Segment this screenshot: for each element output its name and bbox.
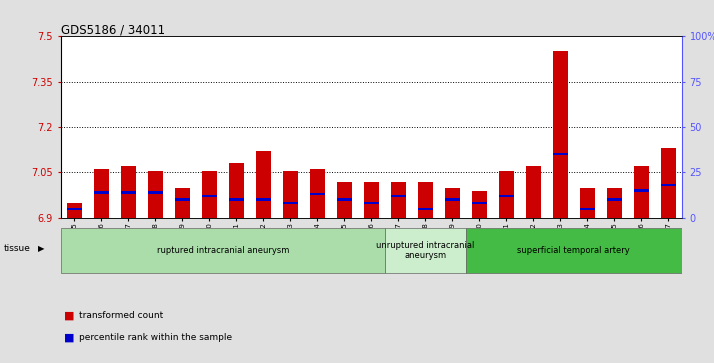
- Bar: [607, 199, 622, 201]
- Bar: [94, 191, 109, 193]
- Bar: [148, 171, 163, 218]
- Bar: [553, 52, 568, 218]
- Bar: [526, 166, 540, 218]
- Bar: [445, 188, 460, 218]
- Bar: [67, 208, 81, 210]
- Text: ■: ■: [64, 333, 75, 343]
- Bar: [283, 202, 298, 204]
- Bar: [607, 188, 622, 218]
- Bar: [661, 148, 675, 218]
- Bar: [466, 228, 682, 273]
- Text: ■: ■: [64, 311, 75, 321]
- Bar: [364, 202, 378, 204]
- Bar: [228, 199, 243, 201]
- Bar: [445, 199, 460, 201]
- Bar: [175, 199, 190, 201]
- Bar: [472, 191, 487, 218]
- Bar: [202, 195, 216, 197]
- Bar: [228, 163, 243, 218]
- Bar: [634, 189, 649, 192]
- Bar: [337, 182, 352, 218]
- Bar: [175, 188, 190, 218]
- Bar: [121, 191, 136, 193]
- Bar: [121, 166, 136, 218]
- Bar: [256, 199, 271, 201]
- Text: ruptured intracranial aneurysm: ruptured intracranial aneurysm: [156, 246, 289, 255]
- Bar: [256, 151, 271, 218]
- Bar: [580, 208, 595, 210]
- Bar: [94, 170, 109, 218]
- Bar: [310, 193, 325, 195]
- Bar: [364, 182, 378, 218]
- Bar: [472, 202, 487, 204]
- Bar: [148, 191, 163, 193]
- Bar: [391, 195, 406, 197]
- Bar: [61, 228, 385, 273]
- Bar: [385, 228, 466, 273]
- Bar: [418, 208, 433, 210]
- Bar: [310, 170, 325, 218]
- Text: unruptured intracranial
aneurysm: unruptured intracranial aneurysm: [376, 241, 475, 260]
- Text: tissue: tissue: [4, 244, 31, 253]
- Bar: [418, 182, 433, 218]
- Bar: [634, 166, 649, 218]
- Bar: [391, 182, 406, 218]
- Text: transformed count: transformed count: [79, 311, 163, 320]
- Bar: [283, 171, 298, 218]
- Text: ▶: ▶: [38, 244, 44, 253]
- Bar: [553, 153, 568, 155]
- Bar: [661, 184, 675, 186]
- Bar: [580, 188, 595, 218]
- Text: GDS5186 / 34011: GDS5186 / 34011: [61, 23, 165, 36]
- Bar: [499, 195, 514, 197]
- Text: percentile rank within the sample: percentile rank within the sample: [79, 333, 231, 342]
- Bar: [202, 171, 216, 218]
- Bar: [67, 203, 81, 218]
- Bar: [499, 171, 514, 218]
- Text: superficial temporal artery: superficial temporal artery: [518, 246, 630, 255]
- Bar: [337, 199, 352, 201]
